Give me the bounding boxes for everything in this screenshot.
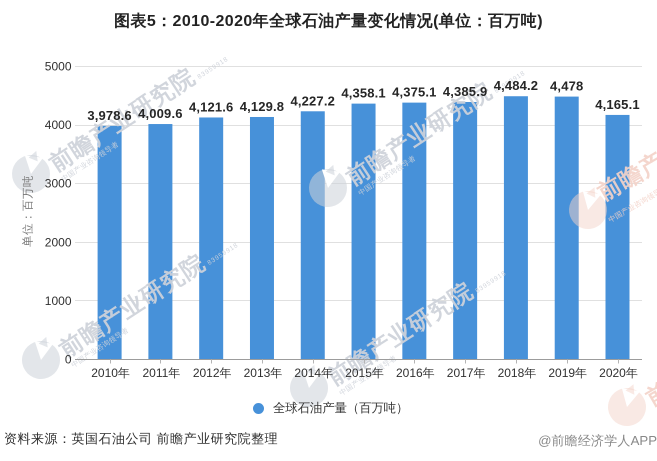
svg-text:3000: 3000 xyxy=(45,177,72,191)
svg-text:5000: 5000 xyxy=(45,60,72,74)
svg-text:2016年: 2016年 xyxy=(396,366,435,380)
svg-text:2014年: 2014年 xyxy=(294,366,333,380)
svg-text:2015年: 2015年 xyxy=(345,366,384,380)
svg-text:1000: 1000 xyxy=(45,294,72,308)
svg-text:4,227.2: 4,227.2 xyxy=(291,93,335,108)
svg-text:4000: 4000 xyxy=(45,118,72,132)
svg-text:2013年: 2013年 xyxy=(244,366,283,380)
svg-text:2000: 2000 xyxy=(45,235,72,249)
svg-text:4,478: 4,478 xyxy=(550,79,583,94)
svg-text:2018年: 2018年 xyxy=(498,366,537,380)
svg-text:4,129.8: 4,129.8 xyxy=(240,99,284,114)
svg-text:2012年: 2012年 xyxy=(193,366,232,380)
svg-text:4,009.6: 4,009.6 xyxy=(138,106,182,121)
svg-text:2017年: 2017年 xyxy=(447,366,486,380)
svg-text:4,375.1: 4,375.1 xyxy=(392,85,436,100)
svg-text:4,358.1: 4,358.1 xyxy=(341,86,385,101)
svg-text:4,165.1: 4,165.1 xyxy=(595,97,639,112)
svg-text:3,978.6: 3,978.6 xyxy=(87,108,131,123)
svg-text:2019年: 2019年 xyxy=(548,366,587,380)
svg-text:2010年: 2010年 xyxy=(91,366,130,380)
svg-text:4,121.6: 4,121.6 xyxy=(189,100,233,115)
svg-text:4,484.2: 4,484.2 xyxy=(494,78,538,93)
svg-text:4,385.9: 4,385.9 xyxy=(443,84,487,99)
svg-text:2011年: 2011年 xyxy=(142,366,180,380)
svg-text:2020年: 2020年 xyxy=(599,366,638,380)
svg-text:0: 0 xyxy=(65,353,72,367)
